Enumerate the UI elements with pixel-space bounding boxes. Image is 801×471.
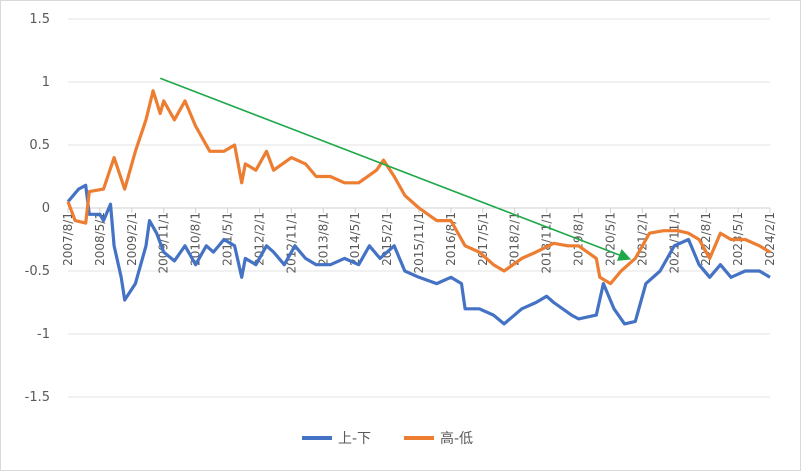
x-tick-label: 2012/11/1: [284, 212, 298, 274]
x-tick-label: 2018/2/1: [508, 212, 522, 266]
series-line-2: [66, 89, 771, 286]
x-tick-label: 2010/8/1: [189, 212, 203, 266]
x-tick-label: 2015/11/1: [412, 212, 426, 274]
y-tick-label: 0: [42, 201, 50, 216]
x-tick-label: 2009/2/1: [125, 212, 139, 266]
y-tick-label: 1: [42, 75, 50, 90]
series-line-1: [66, 183, 771, 326]
legend: 上-下 高-低: [302, 430, 473, 447]
x-tick-label: 2009/11/1: [157, 212, 171, 274]
x-tick-label: 2007/8/1: [61, 212, 75, 266]
x-tick-label: 2015/2/1: [380, 212, 394, 266]
x-tick-label: 2021/11/1: [667, 212, 681, 274]
y-tick-label: 1.5: [29, 12, 50, 27]
legend-label-series-1: 上-下: [338, 431, 371, 447]
x-axis: 2007/8/1 2008/5/1 2009/2/1 2009/11/1 2010/8/…: [61, 207, 777, 274]
x-tick-label: 2014/5/1: [348, 212, 362, 266]
annotations: [159, 77, 632, 261]
x-tick-label: 2024/2/1: [763, 212, 777, 266]
y-tick-label: -0.5: [25, 264, 50, 279]
legend-label-series-2: 高-低: [440, 430, 473, 447]
y-tick-label: -1.5: [25, 390, 50, 405]
y-axis-ticks: 1.5 1 0.5 0 -0.5 -1 -1.5: [25, 12, 50, 405]
x-tick-label: 2011/5/1: [221, 212, 235, 266]
x-tick-label: 2008/5/1: [93, 212, 107, 266]
x-tick-label: 2018/11/1: [540, 212, 554, 274]
series-lines: [66, 89, 771, 326]
gridlines: [68, 18, 770, 398]
y-tick-label: 0.5: [29, 138, 50, 153]
x-tick-label: 2013/8/1: [316, 212, 330, 266]
x-tick-label: 2022/8/1: [699, 212, 713, 266]
trend-arrow: [159, 77, 632, 261]
y-tick-label: -1: [37, 327, 50, 342]
x-tick-label: 2020/5/1: [603, 212, 617, 266]
